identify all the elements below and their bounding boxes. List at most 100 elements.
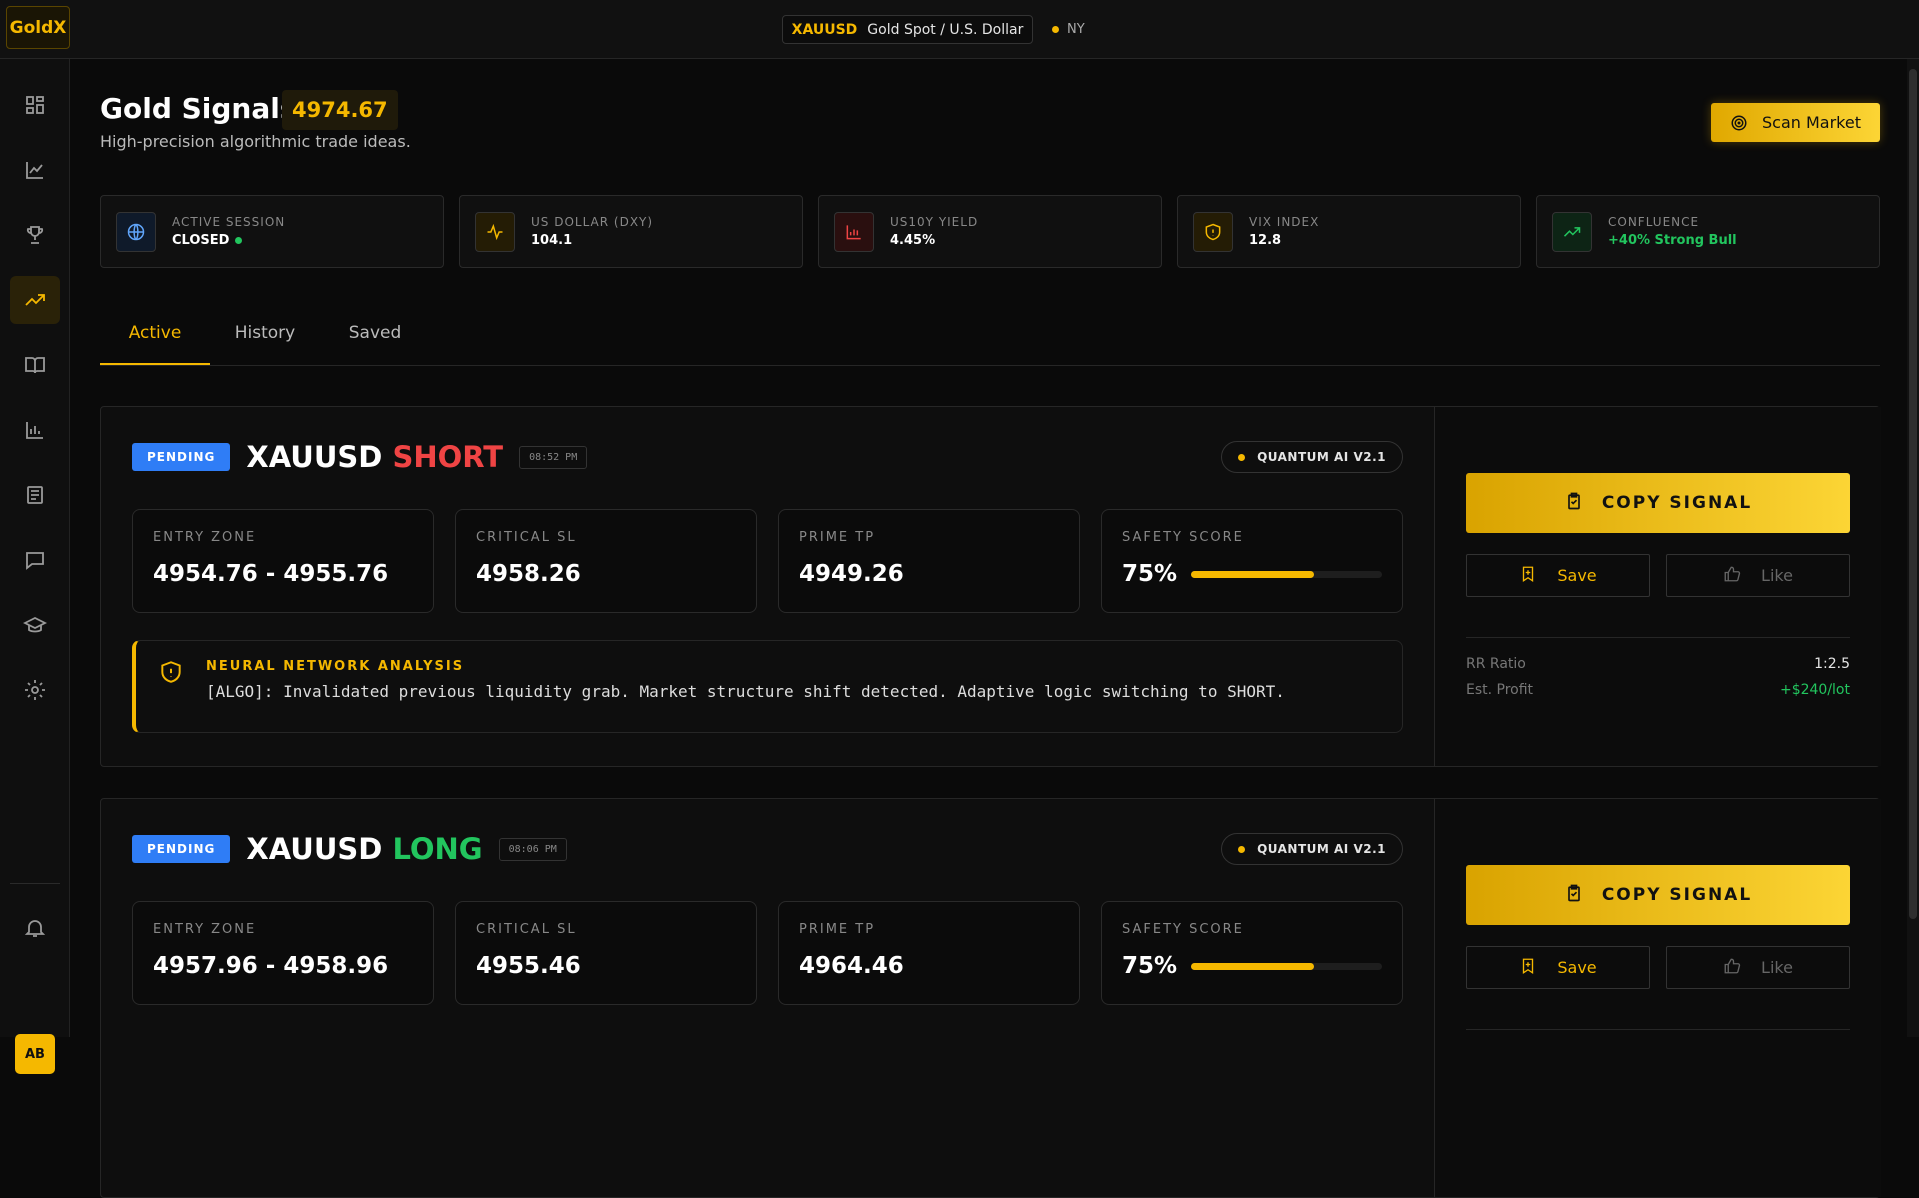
field-label: ENTRY ZONE (153, 530, 257, 545)
nav-item[interactable] (10, 406, 60, 454)
copy-label: COPY SIGNAL (1601, 885, 1753, 905)
symbol-selector[interactable]: XAUUSD Gold Spot / U.S. Dollar (782, 15, 1033, 44)
copy-label: COPY SIGNAL (1601, 493, 1753, 513)
icon (26, 96, 44, 114)
symbol: XAUUSD (791, 21, 858, 38)
signal-main: PENDING XAUUSD LONG 08:06 PM QUANTUM AI V2.… (101, 799, 1435, 1197)
stat-text: US DOLLAR (DXY) 104.1 (531, 215, 653, 248)
model-name: QUANTUM AI V2.1 (1257, 450, 1386, 464)
stat-text: CONFLUENCE +40% Strong Bull (1608, 215, 1737, 248)
symbol: XAUUSD (246, 440, 383, 474)
stat-text: VIX INDEX 12.8 (1249, 215, 1319, 248)
stat-icon (475, 211, 515, 252)
like-button[interactable]: Like (1666, 554, 1850, 597)
icon (1567, 884, 1580, 901)
safety-bar (1191, 962, 1315, 970)
avatar[interactable]: AB (15, 1034, 55, 1074)
field-value: 75% (1122, 953, 1382, 979)
logo[interactable]: GoldX (6, 6, 70, 49)
icon (26, 162, 43, 179)
status-dot (235, 237, 243, 244)
field: PRIME TP 4949.26 (778, 509, 1080, 613)
save-icon (1519, 957, 1537, 979)
nav-item[interactable] (10, 211, 60, 259)
like-button[interactable]: Like (1666, 946, 1850, 989)
icon (127, 223, 145, 240)
signal-title: XAUUSD LONG (246, 832, 482, 866)
stat-value-text: CLOSED (172, 233, 230, 248)
tab[interactable]: Saved (348, 323, 402, 343)
analysis-text: [ALGO]: Invalidated previous liquidity g… (206, 682, 1285, 701)
scan-label: Scan Market (1762, 113, 1861, 132)
page-title: Gold Signals (100, 92, 297, 125)
session-label: NY (1067, 22, 1085, 37)
icon (846, 224, 861, 239)
copy-button[interactable]: COPY SIGNAL (1466, 473, 1850, 533)
stat-text: US10Y YIELD 4.45% (890, 215, 978, 248)
nav-item[interactable] (10, 601, 60, 649)
icon (26, 422, 43, 439)
field-value: 4957.96 - 4958.96 (153, 953, 389, 979)
analysis-icon (158, 659, 184, 714)
model-badge: QUANTUM AI V2.1 (1221, 441, 1403, 473)
session: NY (1052, 22, 1085, 37)
stat-value: CLOSED (172, 233, 285, 248)
save-button[interactable]: Save (1466, 554, 1650, 597)
like-icon (1723, 957, 1741, 979)
fields: ENTRY ZONE 4957.96 - 4958.96 CRITICAL SL 49… (132, 901, 1403, 1005)
profit-value: +$240/lot (1779, 682, 1850, 698)
stat-icon (1552, 211, 1592, 252)
scan-button[interactable]: Scan Market (1711, 103, 1880, 142)
copy-button[interactable]: COPY SIGNAL (1466, 865, 1850, 925)
icon (1523, 566, 1534, 582)
icon (24, 920, 46, 937)
nav-item[interactable] (10, 341, 60, 389)
tab[interactable]: Active (100, 305, 210, 365)
copy-icon (1564, 491, 1584, 516)
field-value: 4958.26 (476, 561, 581, 587)
rr-label: RR Ratio (1466, 656, 1526, 672)
field-value: 4949.26 (799, 561, 904, 587)
scroll-thumb[interactable] (1909, 69, 1917, 919)
icon (23, 616, 47, 633)
like-label: Like (1761, 566, 1793, 585)
nav-item[interactable] (10, 666, 60, 714)
signal-time: 08:52 PM (519, 445, 588, 469)
nav-item[interactable] (10, 276, 60, 324)
signal-actions: COPY SIGNAL Save Like RR Ratio 1:2.5 Est. Pro… (1435, 407, 1881, 766)
icon (1567, 492, 1580, 509)
signal-actions: COPY SIGNAL Save Like (1435, 799, 1881, 1197)
icon (27, 486, 43, 504)
scrollbar[interactable] (1907, 59, 1919, 1037)
nav-item[interactable] (10, 471, 60, 519)
icon (487, 223, 503, 240)
nav-item[interactable] (10, 536, 60, 584)
buttons: Save Like (1466, 554, 1850, 597)
analysis: NEURAL NETWORK ANALYSIS [ALGO]: Invalidat… (132, 640, 1403, 733)
stat-label: US10Y YIELD (890, 215, 979, 229)
icon (25, 680, 45, 700)
field: SAFETY SCORE 75% (1101, 901, 1403, 1005)
signal-header: PENDING XAUUSD LONG 08:06 PM QUANTUM AI V2.… (132, 831, 1403, 867)
profit-row: Est. Profit +$240/lot (1466, 682, 1850, 698)
symbol: XAUUSD (246, 832, 383, 866)
stat-icon (834, 211, 874, 252)
nav-item[interactable] (10, 146, 60, 194)
field: CRITICAL SL 4955.46 (455, 901, 757, 1005)
stat-value: 12.8 (1249, 233, 1319, 248)
stat-text: ACTIVE SESSION CLOSED (172, 215, 285, 248)
safety-track (1191, 570, 1382, 578)
stat-value-text: 12.8 (1249, 233, 1282, 248)
divider (1466, 1029, 1850, 1030)
save-button[interactable]: Save (1466, 946, 1650, 989)
icon (25, 357, 45, 374)
notifications[interactable] (10, 904, 60, 952)
icon (1523, 958, 1534, 974)
nav-item[interactable] (10, 81, 60, 129)
stat-label: CONFLUENCE (1608, 215, 1700, 229)
direction: SHORT (392, 440, 504, 474)
tab[interactable]: History (234, 323, 296, 343)
symbol-name: Gold Spot / U.S. Dollar (867, 21, 1024, 38)
stat-label: VIX INDEX (1249, 215, 1320, 229)
safety-score: 75% (1122, 953, 1178, 979)
